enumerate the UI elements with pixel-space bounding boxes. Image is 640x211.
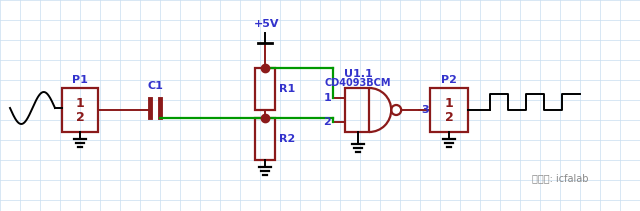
Text: +5V: +5V [254, 19, 280, 29]
Bar [255, 118, 275, 160]
Bar [430, 88, 468, 132]
Text: 1: 1 [76, 97, 84, 110]
Text: U1.1: U1.1 [344, 69, 372, 79]
Text: C1: C1 [147, 81, 163, 91]
Text: 1: 1 [323, 93, 331, 103]
Text: CD4093BCM: CD4093BCM [325, 78, 392, 88]
Text: R2: R2 [279, 134, 295, 144]
Bar [345, 88, 369, 132]
Text: 1: 1 [445, 97, 453, 110]
Bar [255, 68, 275, 110]
Bar [62, 88, 98, 132]
Text: 2: 2 [323, 117, 331, 127]
Text: P2: P2 [441, 75, 457, 85]
Text: 微信号: icfalab: 微信号: icfalab [532, 173, 588, 183]
Text: 3: 3 [421, 105, 429, 115]
Text: 2: 2 [445, 111, 453, 124]
Text: P1: P1 [72, 75, 88, 85]
Text: 2: 2 [76, 111, 84, 124]
Text: R1: R1 [279, 84, 295, 94]
